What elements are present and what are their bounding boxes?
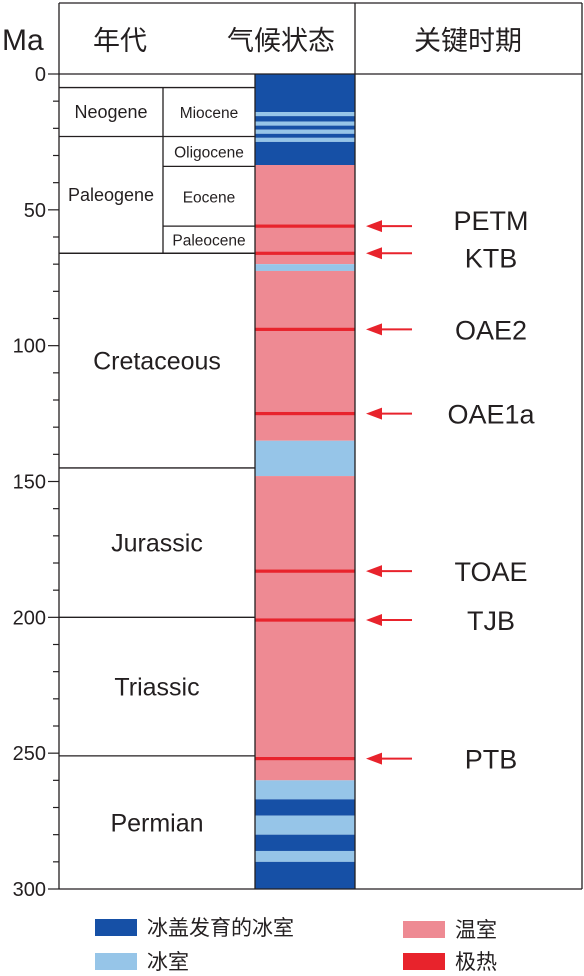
tick-label: 300 [13,879,46,900]
epoch-label: Paleocene [172,233,245,250]
period-label: Triassic [114,674,199,702]
period-label: Cretaceous [93,348,221,376]
climate-column [255,74,355,889]
header-row: Ma 年代 气候状态 关键时期 [2,24,522,57]
climate-band-icehouse [255,129,355,134]
period-column: Neogene Paleogene Cretaceous Jurassic Triass… [59,86,255,837]
age-axis: 0 50 100 150 200 250 300 [13,64,59,900]
climate-band-glaciated [255,74,355,113]
event-arrow [366,614,412,627]
event-arrow [366,220,412,233]
event-label: TOAE [454,557,527,587]
climate-band-greenhouse [255,476,355,781]
event-label: PTB [465,745,518,775]
epoch-column: Miocene Oligocene Eocene Paleocene [163,86,255,254]
climate-band-glaciated [255,141,355,166]
legend-item-greenhouse: 温室 [403,914,497,944]
climate-band-icehouse [255,121,355,126]
hyperthermal-line [255,411,355,416]
axis-unit-label: Ma [2,24,44,57]
event-label: TJB [467,606,515,636]
climate-header: 气候状态 [227,26,335,57]
period-label: Neogene [74,102,147,122]
hyperthermal-line [255,251,355,255]
climate-band-greenhouse [255,165,355,265]
period-label: Paleogene [68,185,154,205]
hyperthermal-line [255,327,355,331]
legend-swatch-icehouse [95,952,137,970]
tick-label: 250 [13,743,46,765]
tick-label: 200 [13,607,46,629]
event-arrow [366,247,412,260]
epoch-label: Eocene [183,189,236,206]
event-arrow [366,752,412,765]
climate-band-glaciated [255,799,355,816]
climate-timeline-figure: Ma 年代 气候状态 关键时期 0 50 100 150 200 250 300 Neoge… [2,2,583,900]
climate-band-glaciated [255,133,355,138]
arrow-head [366,614,382,627]
hyperthermal-line [255,757,355,761]
events-header: 关键时期 [414,26,522,57]
hyperthermal-line [255,224,355,228]
climate-band-glaciated [255,125,355,130]
climate-band-greenhouse [255,270,355,441]
legend-label-glaciated: 冰盖发育的冰室 [147,916,294,940]
legend-label-greenhouse: 温室 [455,918,497,942]
climate-band-glaciated [255,861,355,889]
frame [58,2,583,890]
event-arrow [366,323,412,336]
event-label: PETM [453,206,528,236]
climate-band-icehouse [255,440,355,477]
climate-band-icehouse [255,137,355,142]
event-arrow [366,407,412,420]
climate-band-icehouse [255,264,355,271]
event-column: PETM KTB OAE2 OAE1a TOAE TJB PTB [366,206,536,775]
arrow-head [366,565,382,578]
legend-label-icehouse: 冰室 [147,950,189,974]
event-label: OAE1a [447,400,535,430]
tick-label: 100 [13,336,46,358]
arrow-head [366,220,382,233]
climate-band-icehouse [255,815,355,835]
legend-item-glaciated: 冰盖发育的冰室 [95,912,294,942]
tick-label: 150 [13,472,46,494]
legend-swatch-greenhouse [403,920,445,938]
period-label: Jurassic [111,530,203,558]
legend-swatch-hyperthermal [403,952,445,970]
climate-band-icehouse [255,780,355,800]
legend-item-hyperthermal: 极热 [403,946,497,976]
period-label: Permian [110,809,203,837]
event-label: OAE2 [455,315,527,345]
climate-band-glaciated [255,834,355,851]
climate-band-glaciated [255,116,355,122]
climate-band-icehouse [255,850,355,862]
event-label: KTB [465,243,518,273]
epoch-label: Miocene [180,105,239,122]
hyperthermal-line [255,618,355,622]
era-header: 年代 [93,26,147,57]
hyperthermal-line [255,569,355,573]
event-arrow [366,565,412,578]
epoch-label: Oligocene [174,144,244,161]
arrow-head [366,247,382,260]
arrow-head [366,407,382,420]
tick-label: 50 [24,200,46,222]
legend-item-icehouse: 冰室 [95,946,189,976]
climate-band-icehouse [255,112,355,117]
arrow-head [366,752,382,765]
tick-label: 0 [35,64,46,86]
arrow-head [366,323,382,336]
legend: 冰盖发育的冰室 冰室 温室 极热 [0,900,584,974]
legend-swatch-glaciated [95,918,137,936]
legend-label-hyperthermal: 极热 [455,950,497,974]
